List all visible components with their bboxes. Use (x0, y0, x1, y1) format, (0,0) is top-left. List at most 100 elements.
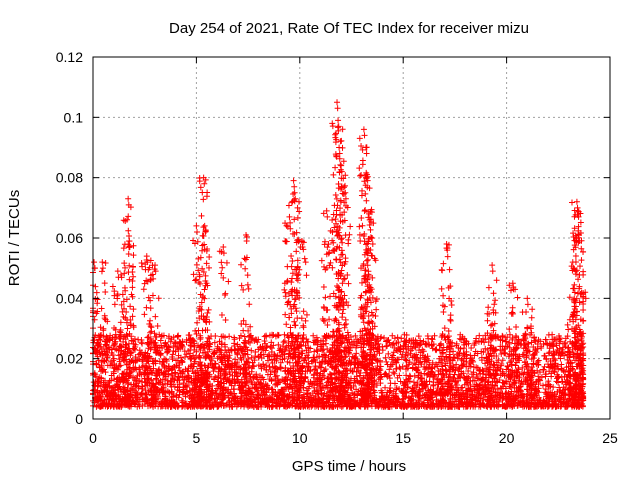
data-point (218, 259, 225, 266)
data-point (537, 377, 544, 384)
data-points (90, 99, 589, 410)
data-point (193, 222, 200, 229)
data-point (311, 348, 318, 355)
data-point (101, 280, 108, 287)
data-point (108, 372, 115, 379)
data-point (383, 358, 390, 365)
data-point (245, 285, 252, 292)
data-point (125, 195, 132, 202)
data-point (275, 332, 282, 339)
data-point (394, 334, 401, 341)
data-point (192, 277, 199, 284)
data-point (390, 369, 397, 376)
data-point (318, 257, 325, 264)
data-point (238, 261, 245, 268)
data-point (387, 380, 394, 387)
data-point (420, 348, 427, 355)
data-point (130, 273, 137, 280)
data-point (494, 378, 501, 385)
data-point (412, 392, 419, 399)
data-point (351, 375, 358, 382)
data-point (294, 214, 301, 221)
data-point (204, 309, 211, 316)
data-point (393, 340, 400, 347)
data-point (555, 379, 562, 386)
data-point (391, 370, 398, 377)
data-point (353, 350, 360, 357)
data-point (241, 340, 248, 347)
data-point (99, 265, 106, 272)
data-point (474, 375, 481, 382)
data-point (147, 317, 154, 324)
data-point (120, 217, 127, 224)
data-point (296, 208, 303, 215)
data-point (130, 252, 137, 259)
data-point (321, 263, 328, 270)
data-point (558, 361, 565, 368)
data-point (241, 333, 248, 340)
data-point (396, 372, 403, 379)
data-point (206, 254, 213, 261)
data-point (100, 325, 107, 332)
data-point (291, 189, 298, 196)
data-point (139, 340, 146, 347)
data-point (291, 183, 298, 190)
data-point (185, 365, 192, 372)
data-point (398, 354, 405, 361)
data-point (238, 282, 245, 289)
data-point (382, 354, 389, 361)
data-point (530, 344, 537, 351)
data-point (357, 369, 364, 376)
data-point (126, 244, 133, 251)
data-point (179, 344, 186, 351)
data-point (498, 351, 505, 358)
data-point (538, 374, 545, 381)
data-point (212, 374, 219, 381)
data-point (321, 241, 328, 248)
data-point (213, 399, 220, 406)
data-point (288, 252, 295, 259)
data-point (489, 388, 496, 395)
data-point (411, 372, 418, 379)
data-point (263, 332, 270, 339)
data-point (129, 264, 136, 271)
data-point (402, 356, 409, 363)
data-point (294, 204, 301, 211)
data-point (98, 268, 105, 275)
data-point (320, 283, 327, 290)
data-point (476, 332, 483, 339)
data-point (300, 308, 307, 315)
data-point (152, 357, 159, 364)
data-point (140, 286, 147, 293)
data-point (558, 349, 565, 356)
data-point (111, 301, 118, 308)
data-point (312, 365, 319, 372)
data-point (386, 366, 393, 373)
data-point (290, 177, 297, 184)
data-point (198, 212, 205, 219)
data-point (219, 264, 226, 271)
data-point (491, 375, 498, 382)
data-point (117, 319, 124, 326)
data-point (478, 357, 485, 364)
data-point (497, 362, 504, 369)
data-point (201, 286, 208, 293)
data-point (102, 288, 109, 295)
data-point (303, 272, 310, 279)
data-point (328, 371, 335, 378)
data-point (392, 357, 399, 364)
data-point (281, 331, 288, 338)
data-point (327, 293, 334, 300)
data-point (416, 347, 423, 354)
data-point (437, 341, 444, 348)
data-point (391, 335, 398, 342)
data-point (443, 353, 450, 360)
data-point (124, 325, 131, 332)
data-point (98, 305, 105, 312)
data-point (289, 258, 296, 265)
data-point (139, 390, 146, 397)
data-point (211, 339, 218, 346)
data-point (167, 338, 174, 345)
data-point (222, 316, 229, 323)
